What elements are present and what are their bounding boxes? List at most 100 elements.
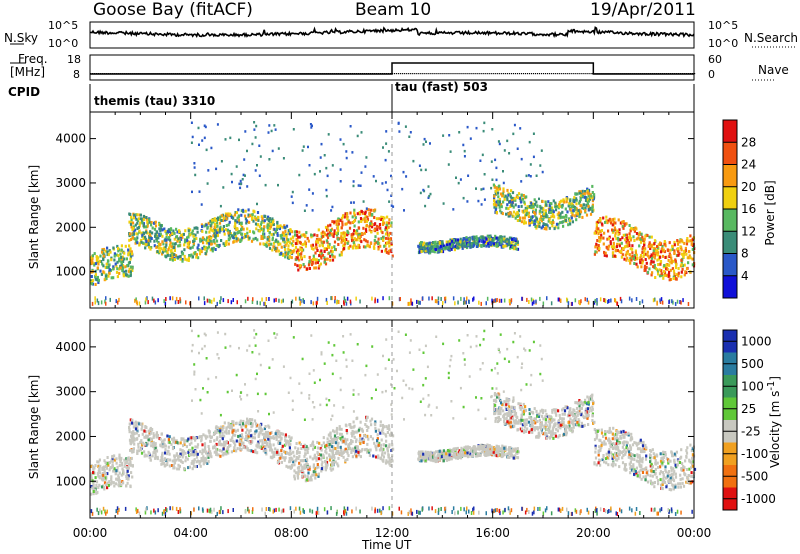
scatter-cell: [446, 246, 449, 250]
scatter-cell: [276, 221, 279, 224]
scatter-cell: [225, 224, 228, 227]
noise-cell: [291, 299, 294, 304]
scatter-cell: [138, 449, 141, 453]
scatter-cell: [622, 247, 625, 250]
scatter-cell: [113, 454, 116, 458]
scatter-cell: [166, 452, 169, 456]
freq-point: [518, 73, 521, 75]
scatter-cell: [571, 214, 574, 218]
scatter-cell: [215, 453, 219, 457]
scatter-cell: [188, 443, 191, 446]
scatter-cell: [297, 254, 300, 258]
scatter-cell: [251, 217, 254, 221]
scatter-cell: [287, 247, 290, 251]
scatter-cell: [382, 146, 384, 149]
scatter-cell: [196, 230, 199, 234]
scatter-cell: [257, 215, 260, 219]
scatter-cell: [257, 433, 260, 437]
scatter-cell: [379, 424, 382, 428]
scatter-cell: [233, 449, 236, 453]
scatter-cell: [134, 215, 137, 219]
scatter-cell: [298, 173, 301, 177]
scatter-cell: [113, 258, 116, 262]
scatter-cell: [239, 186, 242, 190]
scatter-cell: [216, 123, 219, 126]
scatter-cell: [152, 432, 155, 436]
scatter-cell: [292, 239, 295, 243]
scatter-cell: [195, 253, 198, 257]
scatter-cell: [366, 218, 369, 221]
scatter-cell: [507, 214, 510, 218]
scatter-cell: [610, 221, 613, 225]
scatter-cell: [241, 225, 244, 229]
scatter-cell: [384, 226, 387, 230]
y-tick-label: 4000: [55, 132, 86, 146]
scatter-cell: [469, 137, 472, 140]
scatter-cell: [204, 125, 207, 129]
scatter-cell: [106, 456, 109, 459]
scatter-cell: [577, 209, 580, 213]
scatter-cell: [162, 242, 165, 246]
scatter-cell: [691, 257, 694, 261]
scatter-cell: [366, 429, 369, 432]
scatter-cell: [507, 207, 510, 211]
scatter-cell: [215, 239, 219, 243]
scatter-cell: [643, 241, 646, 245]
scatter-cell: [262, 242, 265, 246]
scatter-cell: [666, 267, 669, 271]
scatter-cell: [525, 209, 528, 213]
scatter-cell: [228, 229, 231, 233]
scatter-cell: [117, 254, 120, 258]
scatter-cell: [279, 242, 282, 246]
scatter-cell: [187, 466, 190, 470]
scatter-cell: [260, 215, 263, 219]
scatter-cell: [171, 258, 174, 262]
noise-cell: [452, 296, 455, 301]
scatter-cell: [580, 194, 583, 198]
scatter-cell: [649, 243, 652, 247]
scatter-cell: [497, 195, 500, 199]
scatter-cell: [207, 455, 210, 459]
scatter-cell: [296, 233, 299, 237]
scatter-cell: [136, 429, 139, 433]
scatter-cell: [603, 253, 606, 257]
noise-cell: [436, 299, 438, 304]
scatter-cell: [499, 209, 502, 213]
noise-cell: [566, 297, 568, 302]
scatter-cell: [275, 433, 278, 437]
scatter-cell: [289, 237, 293, 241]
scatter-cell: [476, 242, 479, 246]
scatter-cell: [166, 253, 169, 257]
noise-cell: [96, 298, 99, 303]
scatter-cell: [372, 175, 375, 178]
scatter-cell: [147, 429, 150, 433]
scatter-cell: [117, 249, 120, 253]
scatter-cell: [200, 203, 203, 206]
scatter-cell: [596, 239, 599, 242]
scatter-cell: [241, 236, 244, 240]
freq-point: [404, 73, 406, 75]
scatter-cell: [171, 459, 174, 463]
scatter-cell: [230, 450, 233, 454]
scatter-cell: [357, 243, 360, 247]
scatter-cell: [201, 448, 204, 452]
scatter-cell: [259, 429, 262, 433]
scatter-cell: [346, 457, 349, 461]
noise-cell: [660, 297, 663, 302]
scatter-cell: [493, 206, 496, 209]
scatter-cell: [468, 237, 471, 241]
scatter-cell: [238, 221, 241, 225]
scatter-cell: [234, 433, 237, 437]
scatter-cell: [193, 166, 196, 169]
scatter-cell: [562, 224, 565, 228]
noise-cell: [410, 298, 412, 303]
scatter-cell: [651, 271, 654, 275]
scatter-cell: [385, 459, 388, 463]
scatter-cell: [189, 453, 192, 456]
noise-cell: [105, 301, 107, 306]
scatter-cell: [268, 246, 272, 250]
scatter-cell: [328, 233, 331, 237]
scatter-cell: [380, 237, 383, 241]
scatter-cell: [656, 245, 659, 248]
freq-point: [394, 73, 396, 75]
